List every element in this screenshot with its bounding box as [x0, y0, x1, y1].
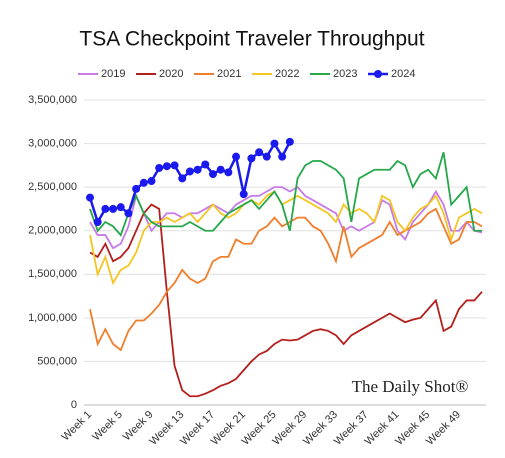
series-marker — [270, 139, 279, 148]
series-marker — [216, 165, 225, 174]
series-marker — [178, 174, 187, 183]
series-marker — [147, 177, 156, 186]
legend-marker — [374, 70, 382, 78]
series-marker — [124, 209, 133, 218]
watermark: The Daily Shot® — [352, 377, 469, 396]
legend-label: 2024 — [391, 68, 415, 80]
series-marker — [93, 218, 102, 226]
series-marker — [132, 184, 141, 193]
series-marker — [116, 203, 125, 212]
series-marker — [208, 170, 217, 179]
y-tick-label: 500,000 — [37, 355, 77, 367]
x-tick-label: Week 5 — [90, 409, 125, 444]
legend-label: 2022 — [275, 68, 299, 80]
series-line — [89, 207, 483, 352]
series-marker — [193, 165, 202, 174]
series-marker — [255, 148, 264, 157]
series-marker — [101, 204, 110, 213]
series-marker — [224, 168, 233, 177]
y-tick-label: 1,000,000 — [28, 312, 77, 324]
series-marker — [155, 163, 164, 172]
series-marker — [262, 152, 271, 161]
legend-label: 2019 — [101, 68, 125, 80]
series-marker — [185, 167, 194, 176]
chart-title: TSA Checkpoint Traveler Throughput — [79, 28, 424, 51]
y-tick-label: 1,500,000 — [28, 268, 77, 280]
y-tick-label: 3,000,000 — [28, 137, 77, 149]
series-marker — [278, 152, 287, 161]
series-line — [89, 203, 483, 398]
series-marker — [86, 193, 94, 202]
series-marker — [239, 190, 248, 199]
series-line — [89, 190, 483, 286]
y-tick-label: 3,500,000 — [28, 94, 77, 106]
series-marker — [232, 152, 241, 161]
legend-label: 2023 — [333, 68, 357, 80]
legend-label: 2020 — [159, 68, 183, 80]
x-tick-label: Week 49 — [424, 409, 463, 448]
y-tick-label: 2,500,000 — [28, 181, 77, 193]
legend-label: 2021 — [217, 68, 241, 80]
series-line — [89, 152, 482, 237]
y-tick-label: 0 — [71, 399, 77, 411]
series-marker — [285, 137, 294, 146]
series-marker — [162, 162, 171, 171]
series-marker — [247, 154, 256, 163]
series-marker — [139, 178, 148, 187]
series-marker — [109, 204, 118, 213]
series-line — [89, 185, 483, 250]
series-marker — [170, 161, 179, 170]
x-tick-label: Week 1 — [59, 409, 94, 444]
series-marker — [201, 160, 210, 169]
y-tick-label: 2,000,000 — [28, 225, 77, 237]
